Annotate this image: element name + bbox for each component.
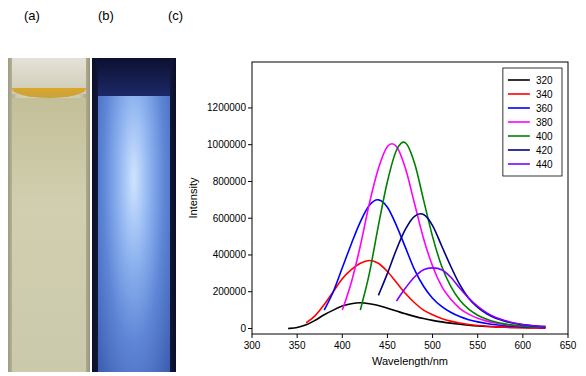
legend-label: 340: [536, 89, 553, 100]
x-tick: [432, 334, 433, 338]
photo-daylight: [8, 58, 90, 372]
panel-label: (c): [168, 8, 183, 23]
x-tick-label: 400: [334, 340, 351, 351]
y-tick-label: 200000: [213, 286, 247, 297]
x-tick-label: 550: [469, 340, 486, 351]
legend: 320 340 360 380 400 420 440: [503, 68, 562, 176]
y-tick-label: 400000: [213, 249, 247, 260]
x-tick: [477, 334, 478, 338]
x-tick-label: 500: [424, 340, 441, 351]
series-line: [324, 200, 545, 328]
x-tick-label: 650: [560, 340, 577, 351]
y-tick: [248, 254, 252, 255]
legend-swatch: [508, 107, 530, 109]
y-tick: [248, 107, 252, 108]
x-tick: [522, 334, 523, 338]
y-tick-label: 800000: [213, 176, 247, 187]
y-tick: [248, 291, 252, 292]
panel-label: (b): [98, 8, 114, 23]
legend-label: 380: [536, 117, 553, 128]
legend-swatch: [508, 135, 530, 137]
y-tick-label: 0: [240, 323, 246, 334]
figure: (a) (b) (c) 300 350 400 450 500 550 600 650 0 200000…: [0, 0, 586, 376]
y-tick-label: 1000000: [207, 139, 246, 150]
legend-label: 440: [536, 159, 553, 170]
y-tick: [248, 218, 252, 219]
x-tick-label: 600: [515, 340, 532, 351]
legend-swatch: [508, 149, 530, 151]
x-tick-label: 350: [289, 340, 306, 351]
x-tick: [252, 334, 253, 338]
plot-frame: [252, 62, 568, 334]
solution: [12, 98, 86, 372]
y-tick-label: 1200000: [207, 102, 246, 113]
x-tick: [297, 334, 298, 338]
y-tick: [248, 328, 252, 329]
series-line: [378, 214, 545, 327]
cuvette-top: [98, 58, 170, 98]
legend-swatch: [508, 121, 530, 123]
legend-label: 320: [536, 75, 553, 86]
x-tick-label: 300: [244, 340, 261, 351]
y-tick-label: 600000: [213, 213, 247, 224]
x-tick: [342, 334, 343, 338]
page: (a) (b) (c) 300 350 400 450 500 550 600 650 0 200000…: [0, 0, 586, 376]
y-tick: [248, 181, 252, 182]
legend-label: 360: [536, 103, 553, 114]
y-tick: [248, 144, 252, 145]
panel-label: (a): [24, 8, 40, 23]
x-tick: [568, 334, 569, 338]
legend-box: [503, 68, 562, 176]
legend-label: 420: [536, 145, 553, 156]
meniscus: [12, 88, 86, 98]
x-axis-title: Wavelength/nm: [372, 355, 448, 367]
x-tick: [387, 334, 388, 338]
photo-uv: [92, 58, 176, 372]
fluorescence: [98, 96, 170, 372]
legend-swatch: [508, 79, 530, 81]
x-tick-label: 450: [379, 340, 396, 351]
series-line: [396, 268, 545, 327]
y-axis-title: Intensity: [187, 177, 199, 218]
legend-label: 400: [536, 131, 553, 142]
legend-swatch: [508, 163, 530, 165]
legend-swatch: [508, 93, 530, 95]
